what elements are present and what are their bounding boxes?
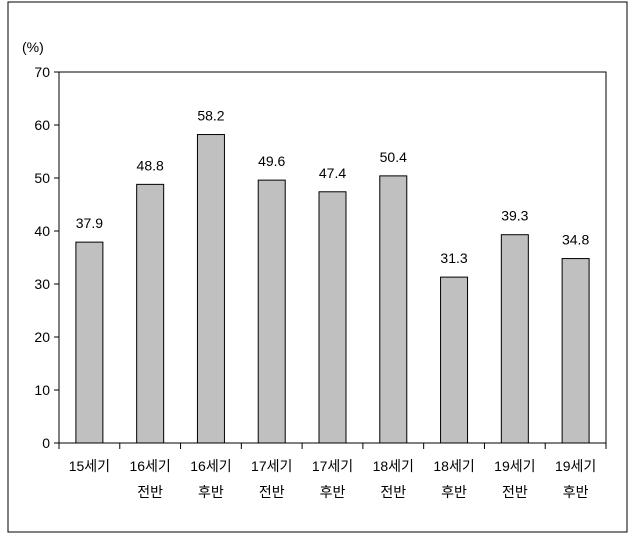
data-label-9: 34.8 bbox=[562, 232, 589, 248]
x-tick-label-3: 16세기 후반 bbox=[190, 458, 231, 500]
bar-4 bbox=[257, 179, 286, 444]
y-tick-label-6: 50 bbox=[34, 170, 50, 186]
x-tick-label-8: 19세기 전반 bbox=[494, 458, 535, 500]
bar-5 bbox=[318, 191, 347, 444]
data-label-1: 37.9 bbox=[76, 215, 103, 231]
x-tick-label-2: 16세기 전반 bbox=[129, 458, 170, 500]
bar-9 bbox=[561, 258, 590, 444]
x-tick-label-6: 18세기 전반 bbox=[373, 458, 414, 500]
x-tick-label-9: 19세기 후반 bbox=[555, 458, 596, 500]
y-tick-label-3: 20 bbox=[34, 329, 50, 345]
data-label-4: 49.6 bbox=[258, 153, 285, 169]
y-tick-label-7: 60 bbox=[34, 117, 50, 133]
data-label-2: 48.8 bbox=[137, 157, 164, 173]
y-axis-unit-label: (%) bbox=[22, 39, 44, 55]
bar-7 bbox=[440, 276, 469, 444]
y-tick-label-1: 0 bbox=[42, 435, 50, 451]
x-tick-label-5: 17세기 후반 bbox=[312, 458, 353, 500]
bar-3 bbox=[196, 134, 225, 444]
bar-1 bbox=[75, 241, 104, 444]
y-tick-label-8: 70 bbox=[34, 64, 50, 80]
data-label-7: 31.3 bbox=[440, 250, 467, 266]
y-tick-label-5: 40 bbox=[34, 223, 50, 239]
data-label-3: 58.2 bbox=[197, 108, 224, 124]
x-tick-label-7: 18세기 후반 bbox=[433, 458, 474, 500]
y-tick-label-2: 10 bbox=[34, 382, 50, 398]
data-label-5: 47.4 bbox=[319, 165, 346, 181]
bar-6 bbox=[379, 175, 408, 444]
x-tick-label-4: 17세기 전반 bbox=[251, 458, 292, 500]
y-tick-label-4: 30 bbox=[34, 276, 50, 292]
x-tick-label-1: 15세기 bbox=[69, 458, 110, 474]
bar-8 bbox=[500, 234, 529, 444]
bar-2 bbox=[136, 183, 165, 444]
data-label-6: 50.4 bbox=[380, 149, 407, 165]
data-label-8: 39.3 bbox=[501, 208, 528, 224]
